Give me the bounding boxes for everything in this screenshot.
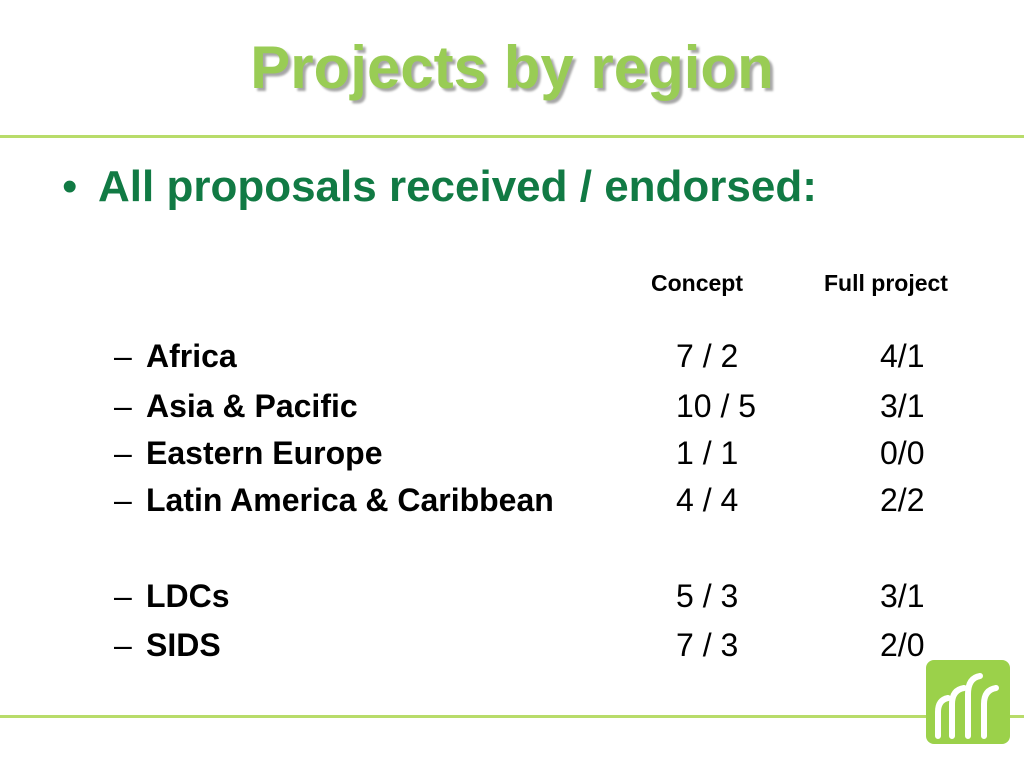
concept-value: 4 / 4 [676,482,739,518]
top-divider [0,135,1024,138]
full-project-value: 4/1 [880,338,925,374]
region-name: Asia & Pacific [146,388,358,424]
region-name: SIDS [146,627,221,663]
table-row: – Eastern Europe 1 / 1 0/0 [114,437,994,477]
full-project-value: 3/1 [880,388,925,424]
slide-title: Projects by region [250,34,774,101]
table-row: – Africa 7 / 2 4/1 [114,340,994,380]
row-dash: – [114,338,132,374]
concept-value: 1 / 1 [676,435,739,471]
row-dash: – [114,627,132,663]
table-row: – Asia & Pacific 10 / 5 3/1 [114,390,994,430]
region-name: Africa [146,338,237,374]
table-row: – LDCs 5 / 3 3/1 [114,580,994,620]
region-name: LDCs [146,578,230,614]
region-name: Latin America & Caribbean [146,482,554,518]
full-project-value: 2/2 [880,482,925,518]
concept-value: 5 / 3 [676,578,739,614]
row-dash: – [114,578,132,614]
fountain-logo-icon [926,660,1010,744]
bottom-divider [0,715,1024,718]
bullet-dot-icon: • [62,162,78,211]
table-row: – SIDS 7 / 3 2/0 [114,629,994,669]
row-dash: – [114,388,132,424]
concept-value: 10 / 5 [676,388,757,424]
row-dash: – [114,435,132,471]
column-header-concept: Concept [651,270,743,296]
table-row: – Latin America & Caribbean 4 / 4 2/2 [114,484,994,524]
column-header-full-project: Full project [824,270,948,296]
concept-value: 7 / 3 [676,627,739,663]
full-project-value: 3/1 [880,578,925,614]
region-name: Eastern Europe [146,435,383,471]
concept-value: 7 / 2 [676,338,739,374]
row-dash: – [114,482,132,518]
bullet-text: All proposals received / endorsed: [98,162,817,211]
full-project-value: 2/0 [880,627,925,663]
full-project-value: 0/0 [880,435,925,471]
bullet-item: • All proposals received / endorsed: [62,165,817,209]
